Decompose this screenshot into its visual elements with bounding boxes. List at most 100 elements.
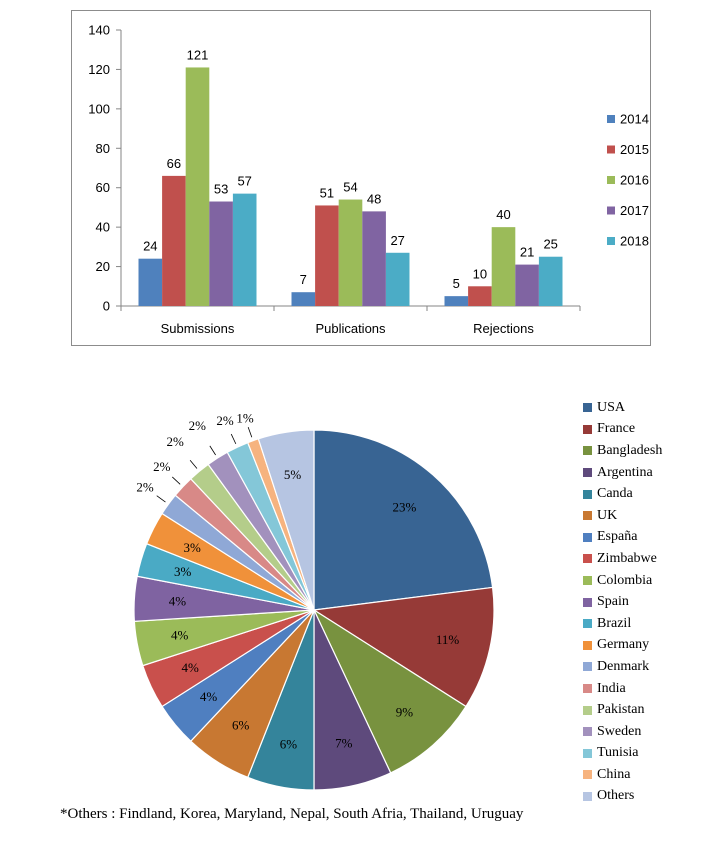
pie-pct-label: 3% [174,564,192,579]
pie-legend-item: Germany [583,635,662,657]
bar-2017-submissions [209,201,233,306]
pie-slice-usa [313,429,494,611]
pie-legend-item: Zimbabwe [583,548,662,570]
pie-legend-swatch [583,597,592,607]
pie-legend-label: Pakistan [597,702,645,718]
pie-legend-item: France [583,419,662,441]
pie-pct-label: 6% [280,736,298,751]
pie-leader-line [209,445,216,456]
pie-leader-line [189,459,198,469]
pie-legend-swatch [583,468,592,478]
pie-legend-item: Bangladesh [583,440,662,462]
pie-legend-label: Others [597,788,635,804]
pie-legend-label: Zimbabwe [597,550,657,566]
bar-data-label: 24 [143,239,157,254]
bar-data-label: 121 [187,47,209,62]
bar-2016-submissions [185,67,210,306]
x-category-label: Rejections [473,321,534,336]
legend-label: 2015 [620,142,649,157]
pie-legend-label: España [597,529,638,545]
pie-legend-label: Tunisia [597,745,639,761]
pie-slice-france [312,586,495,708]
pie-legend-label: Canda [597,486,633,502]
bar-2017-rejections [515,264,539,306]
pie-legend-swatch [583,489,592,499]
pie-pct-label: 7% [335,736,353,751]
pie-legend-label: China [597,766,631,782]
pie-legend-label: India [597,680,626,696]
pie-pct-label: 1% [236,411,254,426]
pie-leader-line [172,476,181,485]
pie-legend-swatch [583,662,592,672]
pie-legend-swatch [583,727,592,737]
pie-slice-bangladesh [312,608,467,774]
pie-pct-label: 6% [232,718,250,733]
pie-legend-item: Others [583,786,662,808]
y-tick-label: 120 [88,62,110,77]
bar-2014-rejections [444,296,469,306]
bar-2018-rejections [538,256,563,306]
x-category-label: Submissions [161,321,235,336]
pie-legend-item: España [583,527,662,549]
pie-legend-item: Argentina [583,462,662,484]
bar-2014-publications [291,292,316,306]
bar-data-label: 53 [214,182,228,197]
pie-pct-label: 4% [171,628,189,643]
y-tick-label: 20 [96,259,110,274]
x-category-label: Publications [315,321,386,336]
y-tick-label: 80 [96,141,110,156]
pie-legend-label: USA [597,399,626,415]
pie-legend-item: Pakistan [583,699,662,721]
legend-swatch [607,176,615,184]
bar-data-label: 66 [167,156,181,171]
pie-pct-label: 2% [216,413,234,428]
pie-pct-label: 9% [396,705,414,720]
bar-data-label: 48 [367,191,381,206]
y-tick-label: 40 [96,220,110,235]
pie-legend-label: Spain [597,594,629,610]
pie-legend-item: Colombia [583,570,662,592]
pie-legend-swatch [583,554,592,564]
bar-2017-publications [362,211,386,306]
bar-chart-frame [71,10,651,346]
bar-data-label: 57 [237,174,251,189]
pie-legend-swatch [583,640,592,650]
pie-legend-item: Spain [583,591,662,613]
others-footnote: *Others : Findland, Korea, Maryland, Nep… [60,806,524,822]
legend-label: 2016 [620,173,649,188]
pie-pct-label: 2% [166,434,184,449]
bar-2016-rejections [491,227,516,306]
pie-legend-item: China [583,764,662,786]
y-tick-label: 140 [88,23,110,38]
pie-legend-item: Canda [583,483,662,505]
pie-pct-label: 4% [200,689,218,704]
pie-legend-swatch [583,684,592,694]
pie-pct-label: 2% [136,479,154,494]
pie-legend-swatch [583,705,592,715]
bar-data-label: 5 [453,276,460,291]
pie-legend-label: Germany [597,637,650,653]
legend-label: 2018 [620,234,649,249]
legend-swatch [607,237,615,245]
pie-legend-item: India [583,678,662,700]
bar-data-label: 25 [543,237,557,252]
legend-label: 2017 [620,203,649,218]
pie-legend-item: Denmark [583,656,662,678]
pie-legend: USA France Bangladesh Argentina Canda UK Españ… [583,397,662,807]
pie-legend-swatch [583,576,592,586]
pie-legend-label: Colombia [597,572,653,588]
pie-legend-label: France [597,421,636,437]
pie-chart: 23%11%9%7%6%6%4%4%4%4%3%3%2%2%2%2% 2% 1%5% [133,411,495,791]
legend-swatch [607,115,615,123]
pie-legend-label: Bangladesh [597,442,663,458]
y-tick-label: 60 [96,180,110,195]
pie-legend-swatch [583,532,592,542]
pie-legend-label: Argentina [597,464,653,480]
bar-2015-publications [315,205,339,306]
bar-2018-submissions [232,193,257,306]
pie-pct-label: 3% [183,540,201,555]
bar-2018-publications [385,252,410,306]
pie-legend-label: Brazil [597,615,632,631]
pie-slice-others [257,429,315,611]
pie-pct-label: 11% [436,632,460,647]
